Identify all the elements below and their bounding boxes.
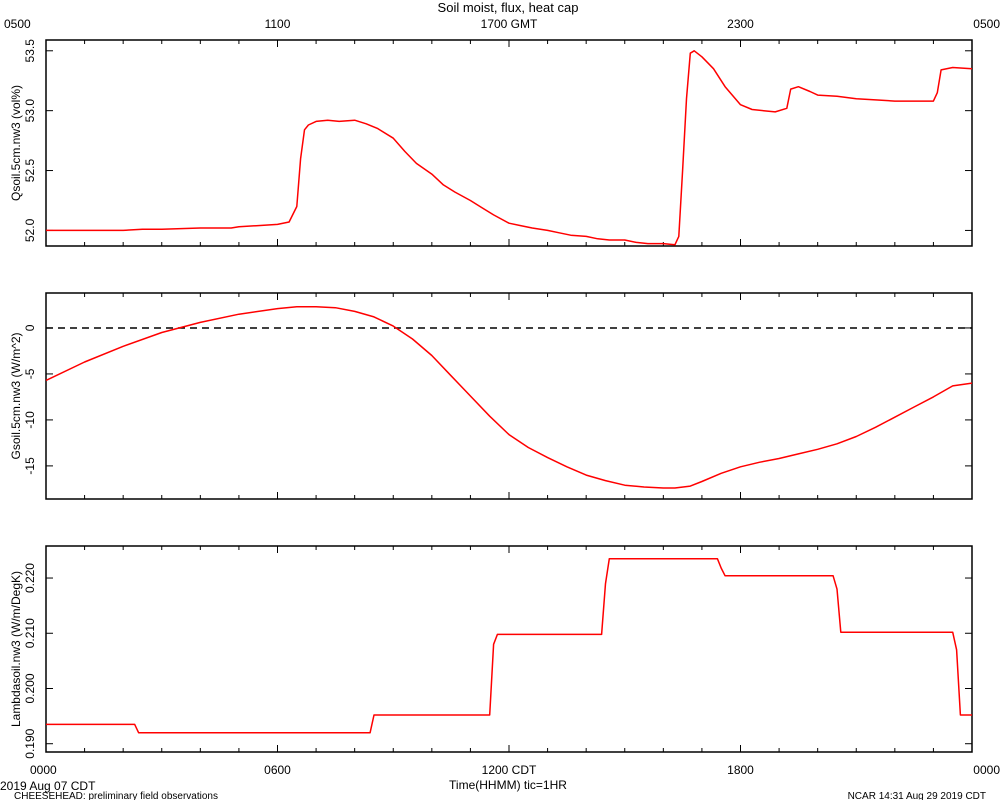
- bottom-tick-label: 1200 CDT: [482, 763, 537, 777]
- x-axis-label: Time(HHMM) tic=1HR: [449, 778, 567, 792]
- y-tick-label: -5: [23, 368, 37, 379]
- top-axis-labels: 0500 1100 1700 GMT 2300 0500: [4, 17, 1000, 31]
- series-line-2: [45, 306, 973, 489]
- y-axis-label: Qsoil.5cm.nw3 (vol%): [9, 85, 23, 201]
- panels: 52.0 52.5 53.0 53.5 Qsoil.5cm.nw3 (vol%) 0 -5 -…: [9, 39, 973, 759]
- y-tick-label: -10: [23, 411, 37, 429]
- footer-note-left: CHEESEHEAD: preliminary field observatio…: [14, 791, 218, 800]
- y-axis-label: Lambdasoil.nw3 (W/m/DegK): [9, 571, 23, 727]
- top-tick-label: 1700 GMT: [481, 17, 538, 31]
- bottom-tick-label: 1800: [727, 763, 754, 777]
- bottom-tick-label: 0600: [264, 763, 291, 777]
- y-tick-label: 0.220: [23, 563, 37, 593]
- series-line-1: [46, 50, 973, 246]
- panel-1: 52.0 52.5 53.0 53.5 Qsoil.5cm.nw3 (vol%): [9, 39, 973, 247]
- y-tick-label: 52.0: [23, 218, 37, 242]
- bottom-tick-label: 0000: [973, 763, 1000, 777]
- top-tick-label: 0500: [973, 17, 1000, 31]
- y-tick-label: 0.200: [23, 673, 37, 703]
- footer-note-right: NCAR 14:31 Aug 29 2019 CDT: [848, 791, 986, 800]
- panel-frame: [45, 39, 973, 247]
- y-tick-label: 0.210: [23, 618, 37, 648]
- y-tick-label: 53.0: [23, 99, 37, 123]
- y-tick-label: -15: [23, 457, 37, 475]
- y-tick-label: 52.5: [23, 159, 37, 183]
- panel-frame: [45, 292, 973, 500]
- top-tick-label: 1100: [265, 17, 291, 31]
- y-tick-label: 0.190: [23, 728, 37, 758]
- bottom-axis-labels: 0000 0600 1200 CDT 1800 0000: [30, 763, 1000, 777]
- top-tick-label: 0500: [4, 17, 31, 31]
- chart-title: Soil moist, flux, heat cap: [438, 0, 579, 15]
- footer-date: 2019 Aug 07 CDT: [0, 779, 96, 793]
- y-axis-label: Gsoil.5cm.nw3 (W/m^2): [9, 333, 23, 460]
- series-line-3: [46, 557, 972, 734]
- bottom-tick-label: 0000: [30, 763, 57, 777]
- y-tick-label: 0: [23, 324, 37, 331]
- y-tick-label: 53.5: [23, 39, 37, 63]
- top-tick-label: 2300: [727, 17, 754, 31]
